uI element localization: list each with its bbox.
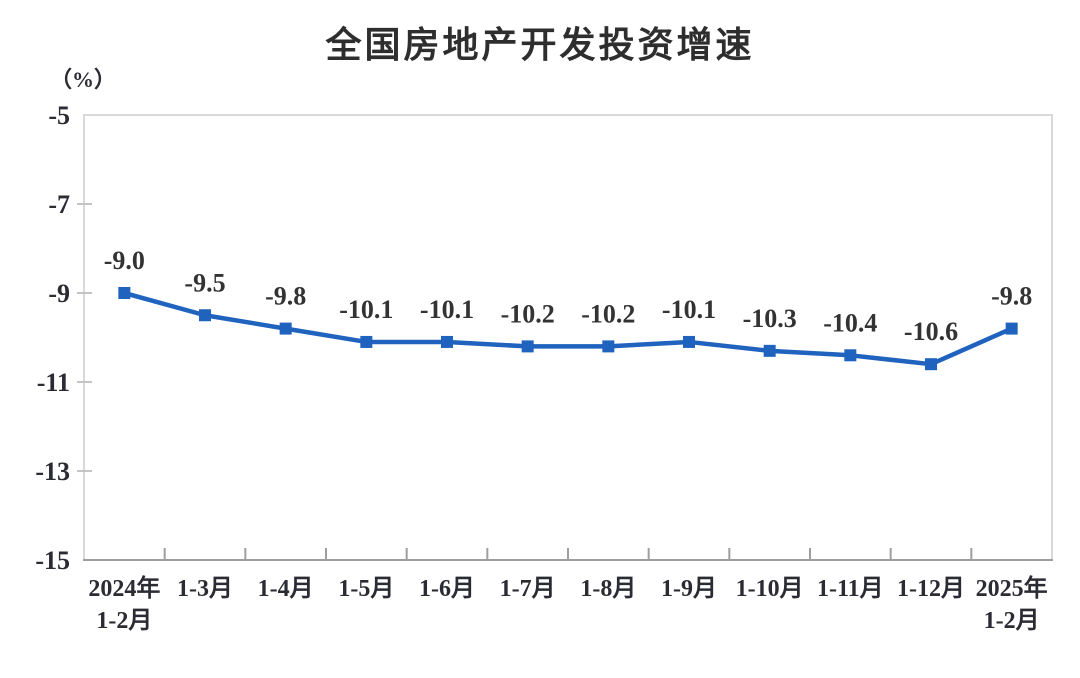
x-tick-label: 1-3月 (177, 576, 233, 602)
data-point-label: -10.1 (662, 295, 716, 324)
data-point-label: -10.2 (581, 299, 635, 328)
chart-title: 全国房地产开发投资增速 (325, 24, 755, 65)
x-tick-label: 2024年 1-2月 (88, 574, 160, 634)
data-point-label: -10.1 (339, 295, 393, 324)
x-tick-label: 1-4月 (258, 576, 314, 602)
data-point-label: -9.0 (104, 246, 145, 275)
data-point (199, 309, 211, 322)
data-point (360, 335, 373, 348)
x-tick-label: 2025年 1-2月 (976, 574, 1048, 634)
data-point-label: -9.8 (991, 282, 1032, 311)
y-axis-unit-label: （%） (50, 67, 117, 92)
data-point-label: -9.5 (184, 268, 225, 297)
y-tick-label: -15 (35, 546, 70, 575)
data-point (118, 287, 131, 299)
y-tick-label: -5 (48, 101, 70, 130)
data-point (763, 344, 776, 357)
x-tick-label: 1-11月 (817, 576, 884, 602)
data-point-label: -9.8 (265, 282, 306, 311)
data-point (925, 358, 937, 371)
x-tick-label: 1-6月 (419, 576, 475, 602)
x-tick-label: 1-7月 (500, 576, 556, 602)
data-point (1005, 322, 1018, 335)
y-tick-label: -7 (48, 190, 70, 219)
x-tick-label: 1-12月 (897, 576, 965, 602)
data-point-label: -10.2 (501, 299, 555, 328)
data-point-label: -10.3 (743, 304, 797, 333)
y-tick-label: -11 (37, 368, 70, 397)
data-point (441, 335, 453, 348)
y-tick-label: -9 (48, 279, 70, 308)
x-tick-label: 1-10月 (736, 576, 804, 602)
data-point (844, 349, 857, 362)
x-tick-label: 1-5月 (338, 576, 394, 602)
data-point (279, 322, 292, 335)
y-tick-label: -13 (35, 457, 70, 486)
data-point-label: -10.1 (420, 295, 474, 324)
data-point-label: -10.4 (823, 308, 877, 337)
data-point (683, 335, 695, 348)
data-point (521, 340, 534, 353)
data-series-line (122, 290, 1014, 367)
data-point (602, 340, 615, 353)
x-tick-label: 1-8月 (580, 576, 636, 602)
data-point-label: -10.6 (904, 317, 958, 346)
x-tick-label: 1-9月 (661, 576, 717, 602)
